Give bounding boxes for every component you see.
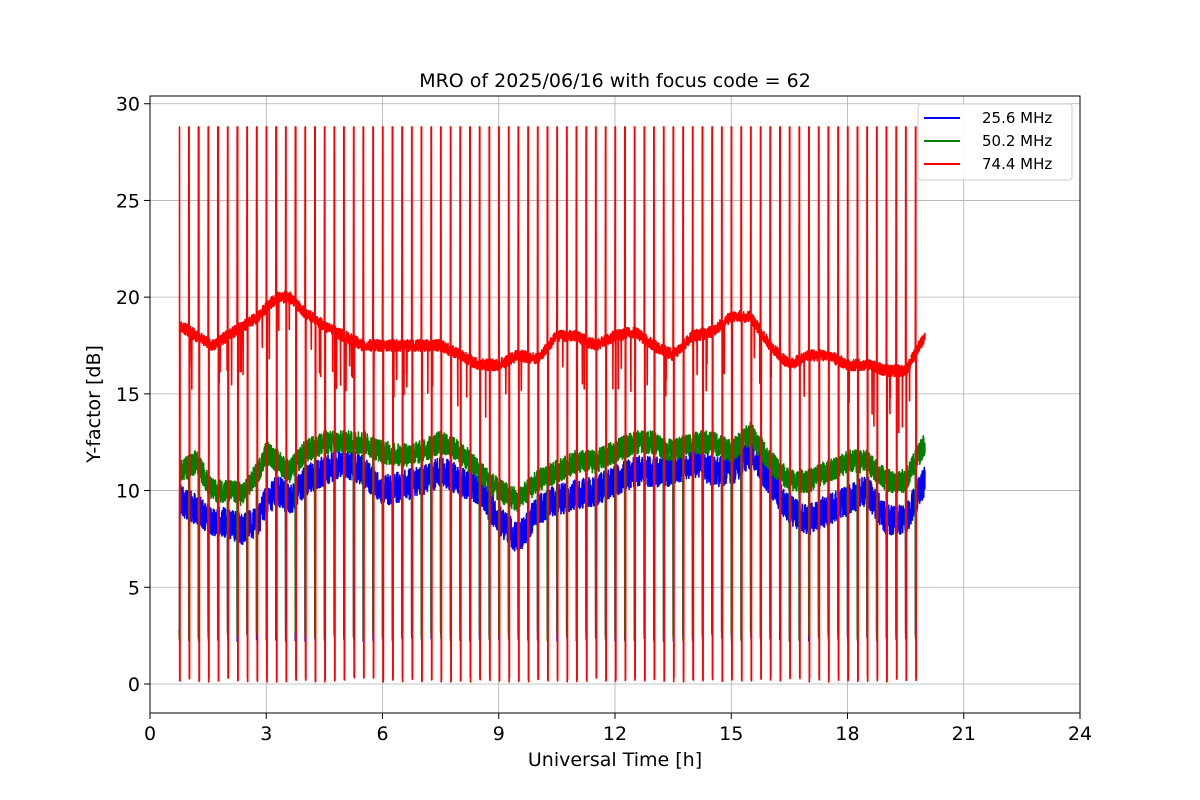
legend-label: 74.4 MHz [982, 155, 1052, 173]
y-tick-label: 0 [128, 674, 140, 696]
y-tick-label: 20 [116, 287, 140, 309]
y-axis-label: Y-factor [dB] [83, 345, 105, 464]
x-tick-label: 0 [144, 723, 156, 745]
x-tick-label: 6 [376, 723, 388, 745]
chart-title: MRO of 2025/06/16 with focus code = 62 [419, 70, 811, 92]
y-tick-label: 30 [116, 94, 140, 116]
x-axis-label: Universal Time [h] [528, 749, 702, 771]
y-tick-label: 25 [116, 190, 140, 212]
series-lines [178, 126, 926, 683]
x-tick-label: 24 [1068, 723, 1092, 745]
x-tick-label: 15 [719, 723, 743, 745]
y-tick-label: 15 [116, 384, 140, 406]
x-tick-label: 3 [260, 723, 272, 745]
y-tick-label: 10 [116, 481, 140, 503]
x-tick-label: 21 [952, 723, 976, 745]
axis-ticks: 0 3 6 9 12 15 18 21 24 0 5 10 15 20 25 30 [116, 94, 1092, 745]
legend: 25.6 MHz 50.2 MHz 74.4 MHz [917, 103, 1073, 181]
x-tick-label: 12 [603, 723, 627, 745]
legend-box [917, 103, 1073, 181]
y-tick-label: 5 [128, 577, 140, 599]
x-tick-label: 18 [835, 723, 859, 745]
x-tick-label: 9 [493, 723, 505, 745]
series-line-2 [178, 126, 926, 683]
legend-label: 50.2 MHz [982, 132, 1052, 150]
legend-label: 25.6 MHz [982, 109, 1052, 127]
